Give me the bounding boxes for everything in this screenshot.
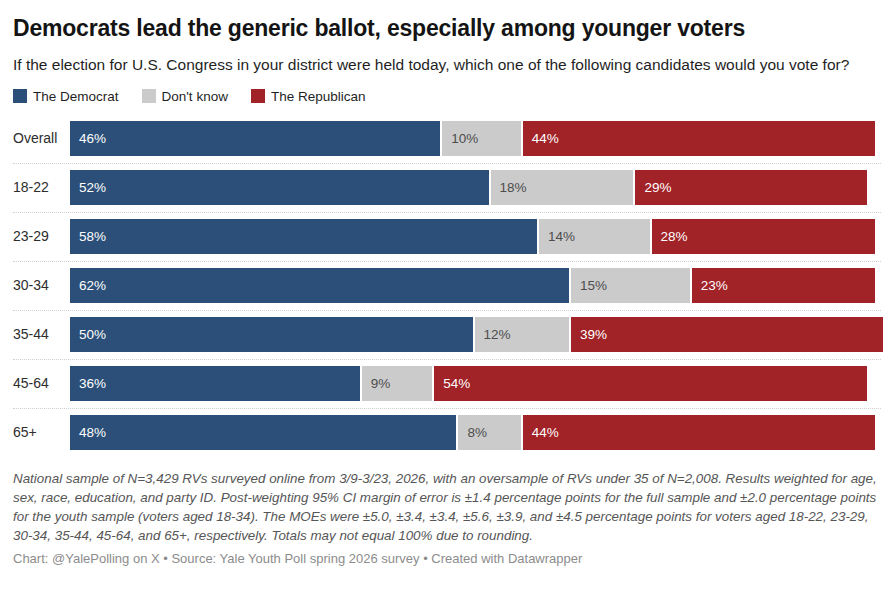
bar-value-label: 29% bbox=[635, 180, 671, 195]
bar-value-label: 10% bbox=[442, 131, 478, 146]
row-label: 65+ bbox=[13, 424, 70, 440]
bar-segment: 52% bbox=[70, 170, 489, 205]
bar-segment: 54% bbox=[432, 366, 867, 401]
legend-swatch-icon bbox=[13, 89, 27, 103]
attribution-caption: Chart: @YalePolling on X • Source: Yale … bbox=[13, 551, 881, 566]
bar-segment: 50% bbox=[70, 317, 473, 352]
page-title: Democrats lead the generic ballot, espec… bbox=[13, 0, 881, 43]
table-row: 18-2252% 18% 29% bbox=[13, 164, 881, 213]
bar-value-label: 50% bbox=[70, 327, 106, 342]
bar-value-label: 44% bbox=[523, 131, 559, 146]
stacked-bar: 48% 8% 44% bbox=[70, 415, 875, 450]
bar-segment: 12% bbox=[473, 317, 570, 352]
bar-value-label: 15% bbox=[571, 278, 607, 293]
bar-segment: 62% bbox=[70, 268, 569, 303]
bar-segment: 46% bbox=[70, 121, 440, 156]
legend-label: Don't know bbox=[162, 89, 228, 104]
bar-segment: 58% bbox=[70, 219, 537, 254]
bar-value-label: 54% bbox=[434, 376, 470, 391]
table-row: 23-2958% 14% 28% bbox=[13, 213, 881, 262]
bar-value-label: 36% bbox=[70, 376, 106, 391]
bar-segment: 29% bbox=[633, 170, 866, 205]
legend-label: The Democrat bbox=[33, 89, 119, 104]
bar-segment: 10% bbox=[440, 121, 521, 156]
stacked-bar: 50% 12% 39% bbox=[70, 317, 875, 352]
stacked-bar: 52% 18% 29% bbox=[70, 170, 875, 205]
stacked-bar: 46% 10% 44% bbox=[70, 121, 875, 156]
bar-segment: 48% bbox=[70, 415, 456, 450]
bar-segment: 15% bbox=[569, 268, 690, 303]
bar-segment: 44% bbox=[521, 121, 875, 156]
bar-value-label: 23% bbox=[692, 278, 728, 293]
bar-value-label: 39% bbox=[571, 327, 607, 342]
bar-segment: 8% bbox=[456, 415, 520, 450]
bar-segment: 28% bbox=[650, 219, 875, 254]
row-label: 30-34 bbox=[13, 277, 70, 293]
bar-segment: 9% bbox=[360, 366, 432, 401]
bar-segment: 23% bbox=[690, 268, 875, 303]
chart-subtitle: If the election for U.S. Congress in you… bbox=[13, 54, 881, 76]
legend-item-2: The Republican bbox=[251, 89, 366, 104]
bar-value-label: 8% bbox=[458, 425, 487, 440]
table-row: Overall46% 10% 44% bbox=[13, 115, 881, 164]
bar-value-label: 18% bbox=[491, 180, 527, 195]
bar-value-label: 28% bbox=[652, 229, 688, 244]
row-label: 45-64 bbox=[13, 375, 70, 391]
stacked-bar: 62% 15% 23% bbox=[70, 268, 875, 303]
legend-item-0: The Democrat bbox=[13, 89, 119, 104]
bar-value-label: 12% bbox=[475, 327, 511, 342]
bar-segment: 14% bbox=[537, 219, 650, 254]
bar-value-label: 58% bbox=[70, 229, 106, 244]
legend-item-1: Don't know bbox=[142, 89, 228, 104]
bar-segment: 18% bbox=[489, 170, 634, 205]
bar-segment: 39% bbox=[569, 317, 883, 352]
bar-segment: 44% bbox=[521, 415, 875, 450]
table-row: 65+48% 8% 44% bbox=[13, 409, 881, 457]
table-row: 30-3462% 15% 23% bbox=[13, 262, 881, 311]
row-label: 35-44 bbox=[13, 326, 70, 342]
bar-value-label: 46% bbox=[70, 131, 106, 146]
row-label: Overall bbox=[13, 130, 70, 146]
stacked-bar: 36% 9% 54% bbox=[70, 366, 875, 401]
legend-swatch-icon bbox=[251, 89, 265, 103]
chart-rows: Overall46% 10% 44% 18-2252% 18% 29% 23-2958% 14… bbox=[13, 115, 881, 457]
chart-page: Democrats lead the generic ballot, espec… bbox=[0, 0, 896, 597]
bar-value-label: 48% bbox=[70, 425, 106, 440]
legend-swatch-icon bbox=[142, 89, 156, 103]
bar-value-label: 44% bbox=[523, 425, 559, 440]
table-row: 35-4450% 12% 39% bbox=[13, 311, 881, 360]
bar-value-label: 14% bbox=[539, 229, 575, 244]
stacked-bar: 58% 14% 28% bbox=[70, 219, 875, 254]
bar-value-label: 9% bbox=[362, 376, 391, 391]
table-row: 45-6436% 9% 54% bbox=[13, 360, 881, 409]
bar-value-label: 62% bbox=[70, 278, 106, 293]
legend-label: The Republican bbox=[271, 89, 366, 104]
row-label: 23-29 bbox=[13, 228, 70, 244]
row-label: 18-22 bbox=[13, 179, 70, 195]
bar-segment: 36% bbox=[70, 366, 360, 401]
bar-value-label: 52% bbox=[70, 180, 106, 195]
footnote: National sample of N=3,429 RVs surveyed … bbox=[13, 469, 881, 545]
legend: The Democrat Don't know The Republican bbox=[13, 89, 881, 104]
